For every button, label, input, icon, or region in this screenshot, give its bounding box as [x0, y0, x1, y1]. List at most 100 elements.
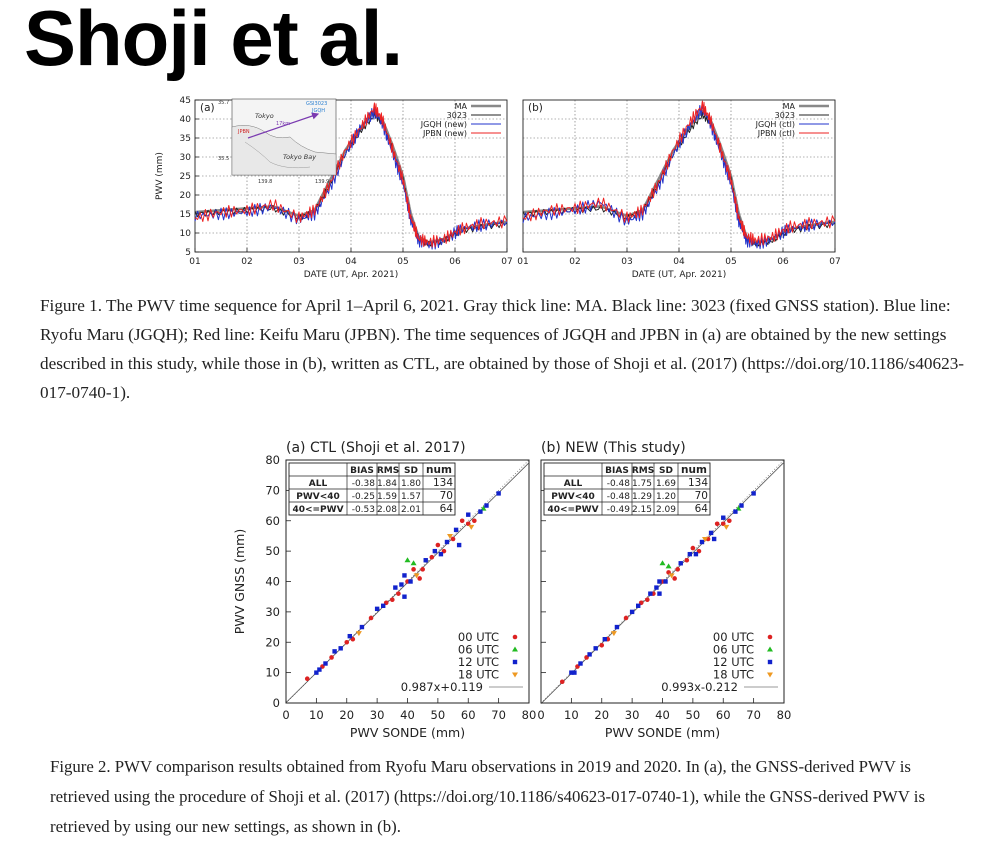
table-cell: 40<=PWV — [292, 505, 343, 515]
data-point-12utc — [614, 624, 620, 630]
scatter-panel-b: 0 10 20 30 40 50 60 70 80 PWV SONDE (mm) (b) NEW (… — [537, 440, 791, 740]
map-lon-tick: 139.8 — [258, 179, 272, 185]
table-cell: 2.15 — [632, 505, 652, 515]
x-axis-label: DATE (UT, Apr. 2021) — [632, 270, 726, 280]
figure1-caption: Figure 1. The PWV time sequence for Apri… — [40, 296, 965, 402]
table-header-cell: RMS — [377, 466, 399, 476]
data-point-18utc — [468, 524, 475, 530]
x-tick-label: 40 — [655, 708, 670, 722]
legend-fit-label: 0.993x-0.212 — [661, 680, 738, 694]
table-cell: -0.38 — [352, 479, 376, 489]
timeseries-panel-a: 01 02 03 04 05 06 07 5 10 15 20 25 30 35 40 45 PWV (mm) D… — [155, 96, 513, 280]
table-cell: -0.48 — [607, 479, 631, 489]
data-point-12utc — [317, 667, 322, 672]
table-header-cell: SD — [659, 466, 673, 476]
data-point-00utc — [435, 542, 441, 548]
legend-fit-label: 0.987x+0.119 — [401, 680, 483, 694]
data-point-00utc — [714, 521, 720, 527]
data-point-12utc — [456, 542, 462, 548]
data-point-00utc — [599, 642, 605, 648]
data-point-00utc — [690, 545, 696, 551]
legend-label: 18 UTC — [713, 668, 754, 682]
data-point-12utc — [636, 603, 641, 608]
data-point-00utc — [623, 615, 629, 621]
table-cell: 1.69 — [656, 479, 676, 489]
data-point-12utc — [484, 503, 489, 508]
y-tick-label: 20 — [265, 635, 280, 649]
table-header-cell: num — [681, 464, 707, 476]
x-tick-label: 04 — [345, 257, 357, 267]
table-cell: 1.29 — [632, 492, 652, 502]
data-point-12utc — [466, 512, 471, 517]
y-tick-label: 60 — [265, 514, 280, 528]
data-point-00utc — [329, 655, 334, 660]
y-tick-label: 20 — [180, 191, 192, 201]
x-tick-label: 50 — [431, 708, 446, 722]
data-point-12utc — [699, 539, 705, 545]
data-point-12utc — [374, 606, 380, 612]
x-tick-label: 50 — [686, 708, 701, 722]
legend-marker-12utc — [512, 659, 518, 665]
data-point-12utc — [432, 548, 438, 554]
y-tick-label: 35 — [180, 134, 191, 144]
data-point-00utc — [368, 615, 374, 621]
data-point-12utc — [478, 509, 483, 514]
x-tick-label: 70 — [491, 708, 506, 722]
data-point-00utc — [420, 567, 425, 572]
x-tick-label: 70 — [746, 708, 761, 722]
data-point-00utc — [417, 576, 422, 581]
table-cell: 64 — [440, 503, 454, 515]
table-cell: 1.20 — [656, 492, 676, 502]
x-tick-label: 20 — [594, 708, 609, 722]
x-tick-label: 02 — [241, 257, 252, 267]
legend-label: 3023 — [775, 111, 795, 120]
x-tick-label: 01 — [517, 257, 528, 267]
legend-label: 12 UTC — [458, 655, 499, 669]
x-tick-label: 05 — [397, 257, 408, 267]
legend-marker-00utc — [512, 634, 518, 640]
y-tick-label: 5 — [185, 248, 191, 258]
scatter-panel-a: 0 10 20 30 40 50 60 70 80 0 10 20 30 40 50 60 70 80 PWV SO… — [232, 440, 536, 740]
table-cell: 134 — [433, 477, 453, 489]
table-cell: 2.08 — [377, 505, 397, 515]
data-point-12utc — [496, 491, 501, 496]
data-point-06utc — [480, 505, 487, 511]
x-tick-label: 07 — [501, 257, 512, 267]
table-cell: 1.75 — [632, 479, 652, 489]
legend-label: 00 UTC — [458, 630, 499, 644]
data-point-12utc — [332, 649, 337, 654]
data-point-00utc — [304, 676, 310, 681]
data-point-12utc — [721, 515, 726, 520]
data-point-12utc — [587, 652, 592, 657]
x-tick-label: 80 — [777, 708, 792, 722]
data-point-12utc — [408, 579, 413, 584]
x-tick-label: 30 — [370, 708, 385, 722]
legend-label: 00 UTC — [713, 630, 754, 644]
data-point-06utc — [665, 563, 672, 569]
data-point-12utc — [751, 491, 756, 496]
data-point-12utc — [453, 527, 459, 533]
x-tick-label: 60 — [461, 708, 476, 722]
table-cell: 70 — [695, 490, 708, 502]
legend-marker-18utc — [512, 672, 518, 678]
table-cell: 1.80 — [401, 479, 421, 489]
figure1-timeseries: 01 02 03 04 05 06 07 5 10 15 20 25 30 35 40 45 PWV (mm) D… — [155, 96, 841, 280]
table-cell: 70 — [440, 490, 453, 502]
y-tick-label: 30 — [265, 605, 280, 619]
data-point-06utc — [659, 560, 666, 566]
legend-marker-18utc — [767, 672, 773, 678]
legend-label: JGQH (ctl) — [755, 120, 795, 129]
data-point-12utc — [733, 509, 738, 514]
data-point-00utc — [472, 518, 477, 524]
data-point-12utc — [657, 591, 662, 596]
table-cell: 1.57 — [401, 492, 421, 502]
data-point-00utc — [675, 567, 680, 572]
table-cell: 1.59 — [377, 492, 397, 502]
x-tick-label: 04 — [673, 257, 685, 267]
legend-label: 06 UTC — [458, 643, 499, 657]
data-point-18utc — [702, 536, 709, 542]
table-cell: PWV<40 — [551, 492, 595, 502]
data-point-00utc — [396, 591, 401, 596]
map-label-tokyo-bay: Tokyo Bay — [283, 153, 316, 161]
data-point-06utc — [410, 560, 417, 566]
